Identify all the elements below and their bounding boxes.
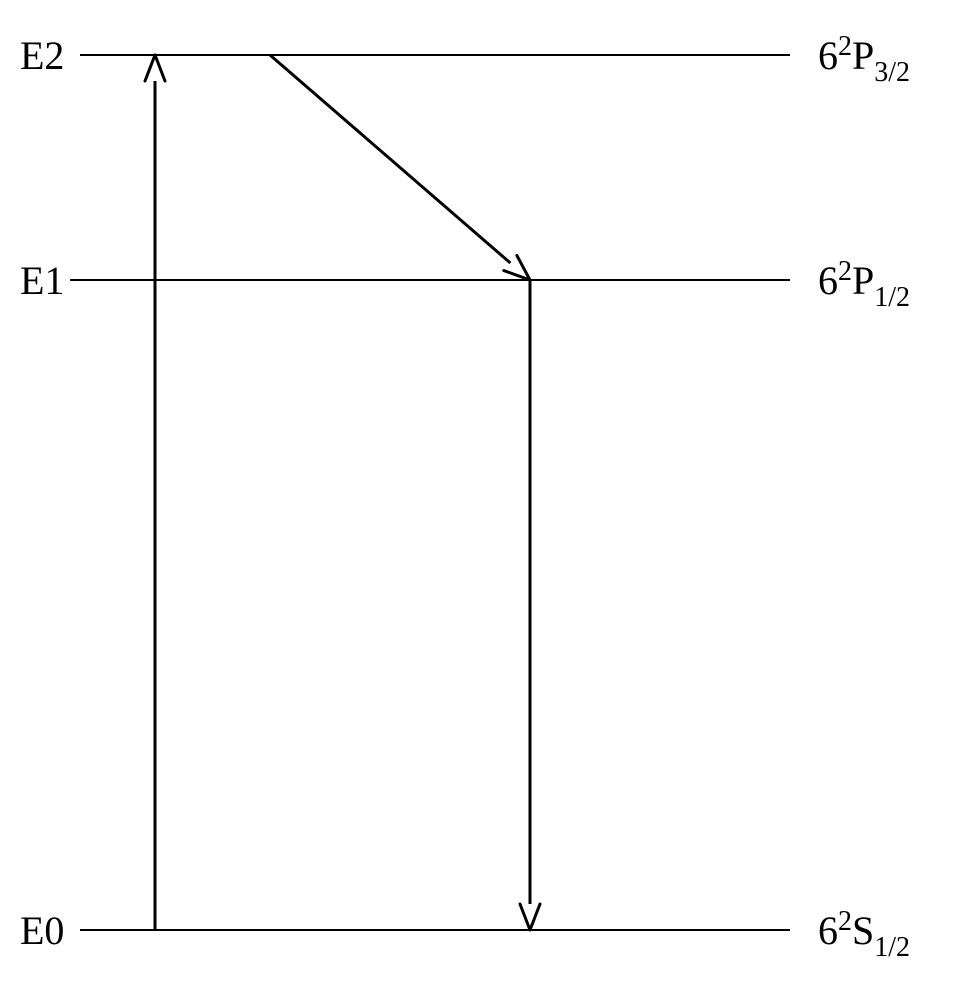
term-label-E2: 62P3/2 (818, 31, 910, 88)
arrow-head-absorption (145, 55, 155, 81)
level-label-E2: E2 (20, 33, 64, 78)
arrow-head-emission (530, 904, 540, 930)
energy-level-diagram: E2 62P3/2 E1 62P1/2 E0 62S1/2 (0, 0, 967, 1000)
term-label-E1: 62P1/2 (818, 256, 910, 313)
arrow-head-emission (520, 904, 530, 930)
level-label-E0: E0 (20, 908, 64, 953)
level-label-E1: E1 (20, 258, 64, 303)
term-label-E0: 62S1/2 (818, 906, 910, 963)
arrow-shaft-relaxation (270, 55, 510, 263)
arrow-head-absorption (155, 55, 165, 81)
